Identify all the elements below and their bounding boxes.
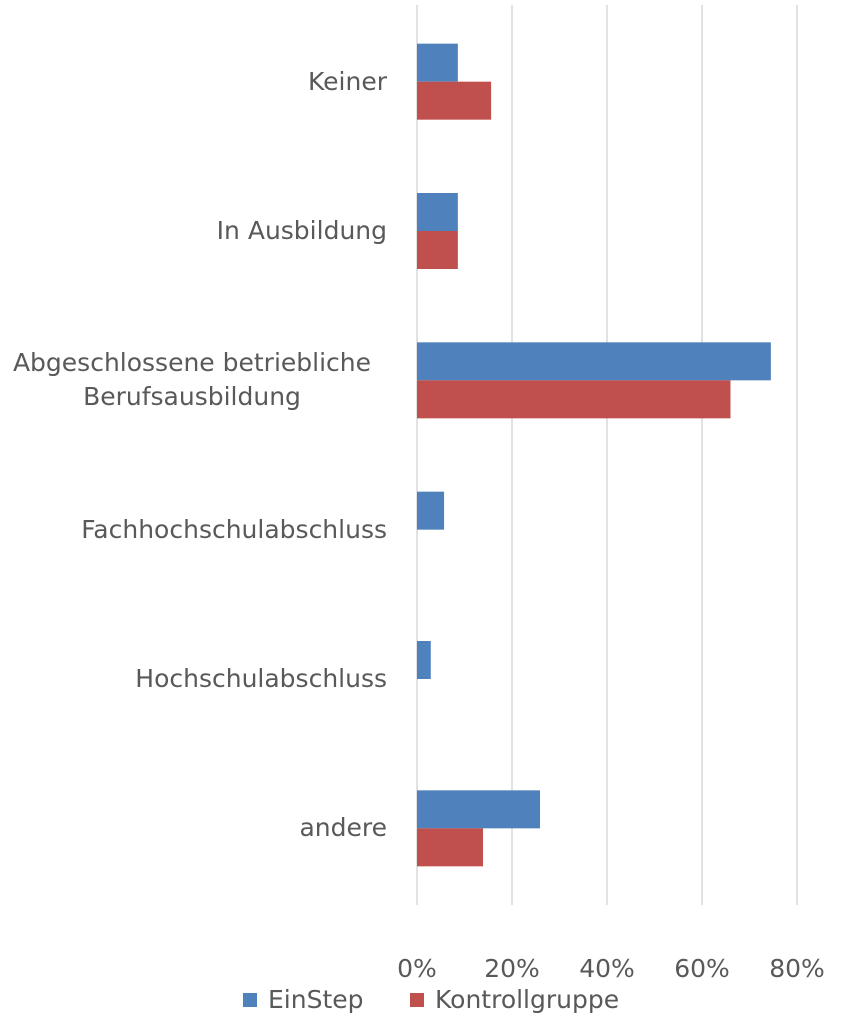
bar (417, 81, 492, 120)
bar (417, 231, 458, 269)
category-text: andere (299, 813, 387, 843)
category-label: Keiner (0, 42, 387, 122)
category-label: andere (0, 788, 387, 868)
bar (417, 380, 731, 419)
bar (417, 193, 458, 231)
x-tick-label: 20% (484, 954, 540, 983)
bar (417, 641, 431, 679)
bar (417, 342, 771, 381)
bar (417, 828, 484, 867)
x-tick-label: 80% (769, 954, 825, 983)
category-text: Keiner (308, 66, 387, 96)
bar (417, 491, 445, 530)
x-tick-label: 0% (397, 954, 437, 983)
category-label: Abgeschlossene betriebliche Berufsausbil… (0, 340, 387, 420)
category-label: Hochschulabschluss (0, 639, 387, 719)
bar (417, 43, 458, 82)
legend-label: EinStep (268, 985, 364, 1014)
category-text: In Ausbildung (216, 216, 387, 245)
legend-label: Kontrollgruppe (435, 985, 619, 1014)
x-tick-label: 60% (674, 954, 730, 983)
category-text: Abgeschlossene betriebliche Berufsausbil… (12, 348, 372, 412)
category-text: Hochschulabschluss (135, 664, 387, 693)
x-tick-label: 40% (579, 954, 635, 983)
legend-swatch (243, 993, 257, 1007)
legend-swatch (410, 993, 424, 1007)
category-text: Fachhochschulabschluss (81, 514, 387, 544)
bar (417, 790, 541, 829)
category-label: In Ausbildung (0, 191, 387, 271)
category-label: Fachhochschulabschluss (0, 490, 387, 570)
